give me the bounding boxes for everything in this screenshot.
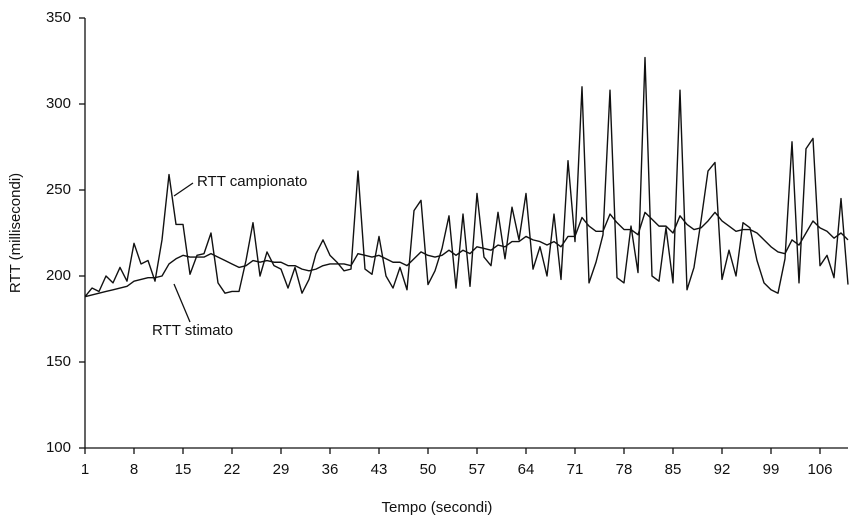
y-tick-label: 350 (46, 9, 71, 26)
x-tick-label: 50 (420, 461, 437, 478)
leader-line (173, 283, 191, 323)
x-tick-label: 57 (469, 461, 486, 478)
y-tick-label: 250 (46, 181, 71, 198)
y-axis-title: RTT (millisecondi) (7, 173, 24, 293)
series-line (84, 211, 849, 298)
y-tick-label: 200 (46, 267, 71, 284)
x-tick-label: 106 (807, 461, 832, 478)
x-axis-title: Tempo (secondi) (382, 499, 493, 516)
x-tick-label: 1 (81, 461, 89, 478)
x-tick-label: 43 (371, 461, 388, 478)
x-tick-label: 71 (567, 461, 584, 478)
x-tick-label: 29 (273, 461, 290, 478)
x-tick-label: 15 (175, 461, 192, 478)
x-tick-label: 8 (130, 461, 138, 478)
x-tick-label: 99 (763, 461, 780, 478)
series-label: RTT campionato (197, 173, 307, 190)
leader-line (173, 182, 194, 197)
series-label: RTT stimato (152, 322, 233, 339)
x-tick-label: 64 (518, 461, 535, 478)
x-tick-label: 85 (665, 461, 682, 478)
x-tick-label: 36 (322, 461, 339, 478)
y-tick-label: 300 (46, 95, 71, 112)
series-line (84, 56, 849, 298)
x-tick-label: 22 (224, 461, 241, 478)
x-tick-label: 78 (616, 461, 633, 478)
y-tick-label: 100 (46, 439, 71, 456)
y-tick-label: 150 (46, 353, 71, 370)
x-tick-label: 92 (714, 461, 731, 478)
